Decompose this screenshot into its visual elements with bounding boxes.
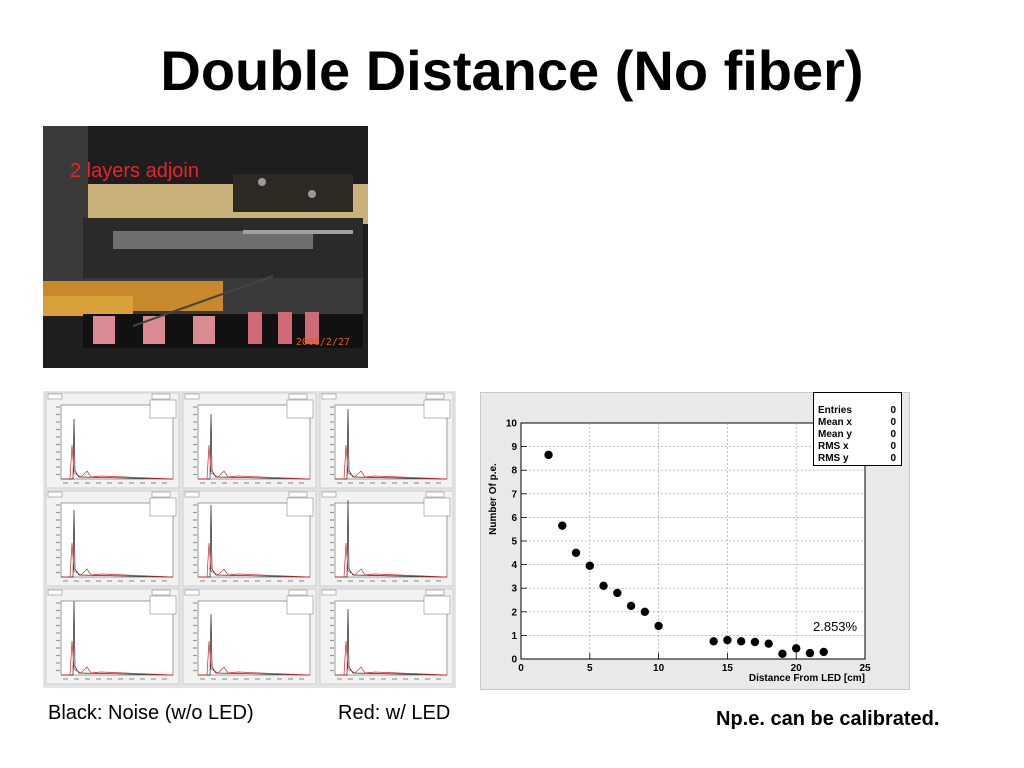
x-tick-label: 0	[518, 663, 524, 674]
y-tick-label: 0	[511, 655, 517, 666]
slide-title: Double Distance (No fiber)	[160, 39, 864, 102]
calibration-note: Np.e. can be calibrated.	[716, 708, 940, 730]
data-point	[558, 521, 567, 530]
y-tick-label: 5	[511, 537, 517, 548]
stat-value: 0	[890, 417, 896, 428]
data-point	[750, 637, 760, 647]
photo-caption: 2 layers adjoin	[70, 160, 199, 182]
data-point	[613, 588, 622, 598]
grid-lines	[521, 423, 865, 659]
stat-key: Entries	[818, 405, 852, 416]
stat-value: 0	[890, 441, 896, 452]
data-point	[654, 621, 663, 631]
pe-vs-distance-chart: 0 5 10 15 20 25 0 1 2 3 4 5 6 7 8 9 10 Distance From LED…	[480, 392, 910, 690]
data-point	[723, 635, 732, 645]
y-tick-label: 10	[506, 419, 518, 430]
data-point	[764, 639, 773, 648]
histogram-panel	[182, 392, 317, 489]
chart-svg: 0 5 10 15 20 25 0 1 2 3 4 5 6 7 8 9 10 Distance From LED…	[488, 419, 871, 685]
y-tick-label: 8	[511, 466, 517, 477]
x-tick-label: 25	[859, 663, 871, 674]
stat-key: RMS y	[818, 453, 849, 464]
y-tick-label: 6	[511, 513, 517, 524]
histogram-grid	[43, 391, 456, 688]
data-point	[571, 548, 581, 557]
stat-value: 0	[890, 405, 896, 416]
percent-annotation: 2.853%	[813, 619, 858, 634]
x-tick-label: 10	[653, 663, 665, 674]
histogram-panel	[182, 588, 317, 685]
y-tick-label: 3	[511, 584, 517, 595]
stat-value: 0	[890, 453, 896, 464]
stats-row-rms-x: RMS x 0	[818, 441, 896, 453]
detector-photo: 2 layers adjoin 2008/2/27	[43, 126, 368, 368]
data-point	[709, 637, 718, 646]
y-tick-label: 9	[511, 442, 517, 453]
x-tick-label: 5	[587, 663, 593, 674]
stats-row-entries: Entries 0	[818, 405, 896, 417]
y-axis-label: Number Of p.e.	[488, 463, 499, 535]
data-point	[544, 450, 553, 460]
legend-red-label: Red: w/ LED	[338, 702, 451, 724]
data-point	[819, 647, 828, 657]
histogram-panel	[45, 392, 180, 489]
y-tick-label: 1	[511, 631, 517, 642]
data-point	[792, 644, 801, 653]
stats-box: Entries 0 Mean x 0 Mean y 0 RMS x 0 RMS …	[813, 392, 902, 466]
photo-illustration	[43, 126, 368, 368]
x-tick-label: 20	[791, 663, 803, 674]
histogram-panel	[45, 588, 180, 685]
stats-row-mean-x: Mean x 0	[818, 417, 896, 429]
data-point	[640, 607, 650, 616]
x-tick-label: 15	[722, 663, 734, 674]
axis-ticks: 0 5 10 15 20 25 0 1 2 3 4 5 6 7 8 9 10	[506, 419, 871, 675]
data-point	[736, 637, 746, 646]
y-tick-label: 4	[511, 560, 517, 571]
histogram-panel	[182, 490, 317, 587]
y-tick-label: 2	[511, 607, 517, 618]
photo-date-stamp: 2008/2/27	[295, 337, 350, 348]
x-axis-label: Distance From LED [cm]	[749, 673, 865, 684]
histogram-panel	[45, 490, 180, 587]
data-points	[544, 450, 828, 659]
data-point	[626, 601, 636, 611]
histogram-panels	[45, 392, 454, 685]
y-tick-label: 7	[511, 489, 517, 500]
data-point	[599, 581, 608, 591]
stats-row-rms-y: RMS y 0	[818, 453, 896, 465]
histogram-panel	[319, 392, 454, 489]
histogram-panel	[319, 490, 454, 587]
stat-key: Mean y	[818, 429, 852, 440]
data-point	[805, 648, 815, 658]
data-point	[778, 649, 787, 659]
stats-row-mean-y: Mean y 0	[818, 429, 896, 441]
stat-value: 0	[890, 429, 896, 440]
stat-key: RMS x	[818, 441, 849, 452]
data-point	[585, 561, 594, 570]
histogram-panel	[319, 588, 454, 685]
stat-key: Mean x	[818, 417, 852, 428]
legend-black-label: Black: Noise (w/o LED)	[48, 702, 254, 724]
